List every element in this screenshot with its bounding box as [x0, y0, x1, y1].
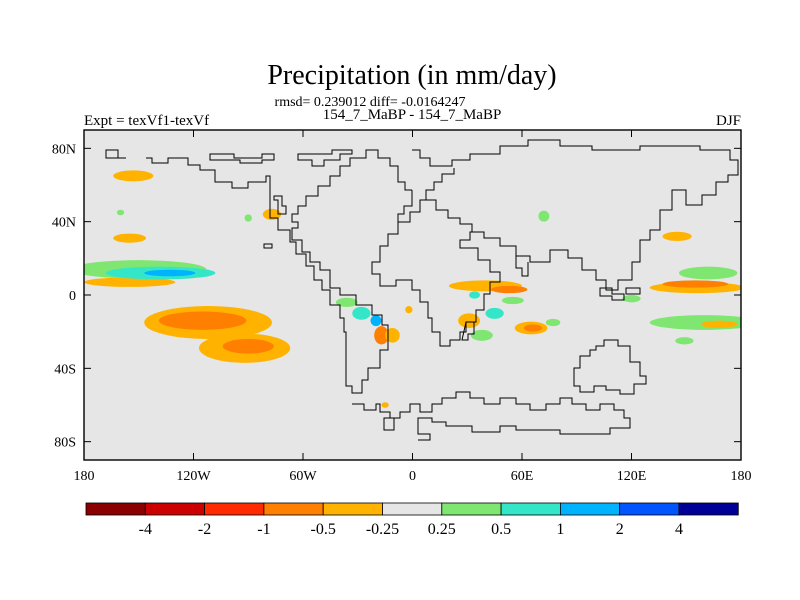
anomaly-region-15 [385, 328, 400, 343]
anomaly-region-13 [370, 315, 382, 327]
y-tick-label-3: 40S [54, 362, 76, 377]
left-label: Expt = texVf1-texVf [84, 113, 209, 129]
colorbar-swatch-6 [441, 502, 502, 516]
colorbar-label-0: -4 [139, 521, 152, 538]
colorbar-swatch-7 [500, 502, 561, 516]
anomaly-region-38 [381, 402, 389, 408]
colorbar-label-9: 4 [675, 521, 683, 538]
right-label: DJF [716, 113, 741, 129]
colorbar-label-8: 2 [616, 521, 624, 538]
colorbar-swatch-8 [560, 502, 621, 516]
x-tick-label-6: 180 [731, 469, 752, 484]
anomaly-region-26 [405, 306, 413, 314]
x-tick-label-2: 60W [289, 469, 317, 484]
colorbar-swatch-2 [204, 502, 265, 516]
x-axis: 180 120W 60W 0 60E 120E 180 [74, 130, 752, 484]
coastline-canada-islands [209, 153, 275, 164]
anomaly-region-4 [144, 269, 196, 277]
colorbar-label-4: -0.25 [366, 521, 399, 538]
colorbar-label-2: -1 [257, 521, 270, 538]
anomaly-region-24 [523, 324, 543, 332]
colorbar: -4 -2 -1 -0.5 -0.25 0.25 0.5 1 2 4 [85, 502, 739, 538]
x-tick-label-0: 180 [74, 469, 95, 484]
anomaly-region-17 [490, 285, 528, 294]
x-tick-label-3: 0 [409, 469, 416, 484]
colorbar-swatch-0 [85, 502, 146, 516]
colorbar-swatch-4 [322, 502, 383, 516]
anomaly-region-36 [244, 214, 252, 222]
coastline-madagascar [461, 321, 475, 341]
y-tick-label-0: 80N [52, 142, 76, 157]
chart-stats: rmsd= 0.239012 diff= -0.0164247 [275, 95, 466, 110]
chart-subtitle: 154_7_MaBP - 154_7_MaBP [323, 107, 502, 123]
colorbar-swatch-1 [144, 502, 206, 516]
colorbar-swatch-9 [619, 502, 680, 516]
colorbar-swatch-3 [263, 502, 324, 516]
anomaly-region-21 [458, 313, 481, 328]
anomaly-region-35 [622, 295, 641, 303]
colorbar-label-6: 0.5 [491, 521, 511, 538]
map-background [84, 130, 741, 460]
coastline-eurasia-africa [371, 139, 739, 347]
anomaly-region-28 [678, 266, 738, 280]
anomaly-region-9 [222, 339, 274, 354]
anomaly-region-19 [501, 296, 524, 305]
colorbar-label-3: -0.5 [311, 521, 336, 538]
coastline-maritime [599, 287, 641, 301]
x-tick-label-4: 60E [511, 469, 534, 484]
y-tick-label-4: 80S [54, 436, 76, 451]
anomaly-region-32 [700, 320, 738, 329]
anomaly-region-25 [545, 318, 561, 327]
coastline-australia [573, 339, 647, 395]
coastline-europe-detail [397, 190, 473, 232]
chart-title: Precipitation (in mm/day) [267, 60, 556, 91]
coastline-antarctica [352, 391, 631, 441]
x-tick-label-1: 120W [176, 469, 211, 484]
coastline-hudson [273, 195, 287, 215]
colorbar-swatch-5 [382, 502, 443, 516]
colorbar-swatch-10 [678, 502, 739, 516]
anomaly-region-22 [470, 329, 493, 341]
anomaly-regions [84, 170, 741, 408]
x-tick-label-5: 120E [617, 469, 647, 484]
anomaly-region-33 [662, 231, 692, 241]
coastline-americas [105, 149, 412, 394]
colorbar-label-5: 0.25 [428, 521, 456, 538]
y-tick-label-2: 0 [69, 289, 76, 304]
y-tick-label-1: 40N [52, 216, 76, 231]
anomaly-region-0 [113, 170, 154, 182]
anomaly-region-20 [485, 307, 504, 319]
y-axis: 80N 40N 0 40S 80S [52, 142, 741, 451]
anomaly-region-18 [469, 291, 481, 299]
anomaly-region-27 [538, 210, 550, 222]
coastlines [105, 139, 739, 441]
colorbar-label-7: 1 [556, 521, 564, 538]
colorbar-label-1: -2 [198, 521, 211, 538]
anomaly-region-5 [113, 233, 147, 243]
anomaly-region-11 [335, 297, 358, 307]
anomaly-region-30 [662, 280, 729, 288]
coastline-gulf [263, 243, 273, 249]
anomaly-region-10 [262, 208, 282, 220]
coastline-greenland [297, 149, 353, 167]
anomaly-region-37 [116, 209, 125, 216]
coastline-india [515, 256, 529, 277]
anomaly-region-34 [675, 337, 694, 345]
anomaly-region-12 [352, 306, 371, 320]
anomaly-region-14 [374, 326, 389, 345]
anomaly-region-7 [158, 311, 247, 330]
anomaly-region-1 [84, 277, 176, 287]
